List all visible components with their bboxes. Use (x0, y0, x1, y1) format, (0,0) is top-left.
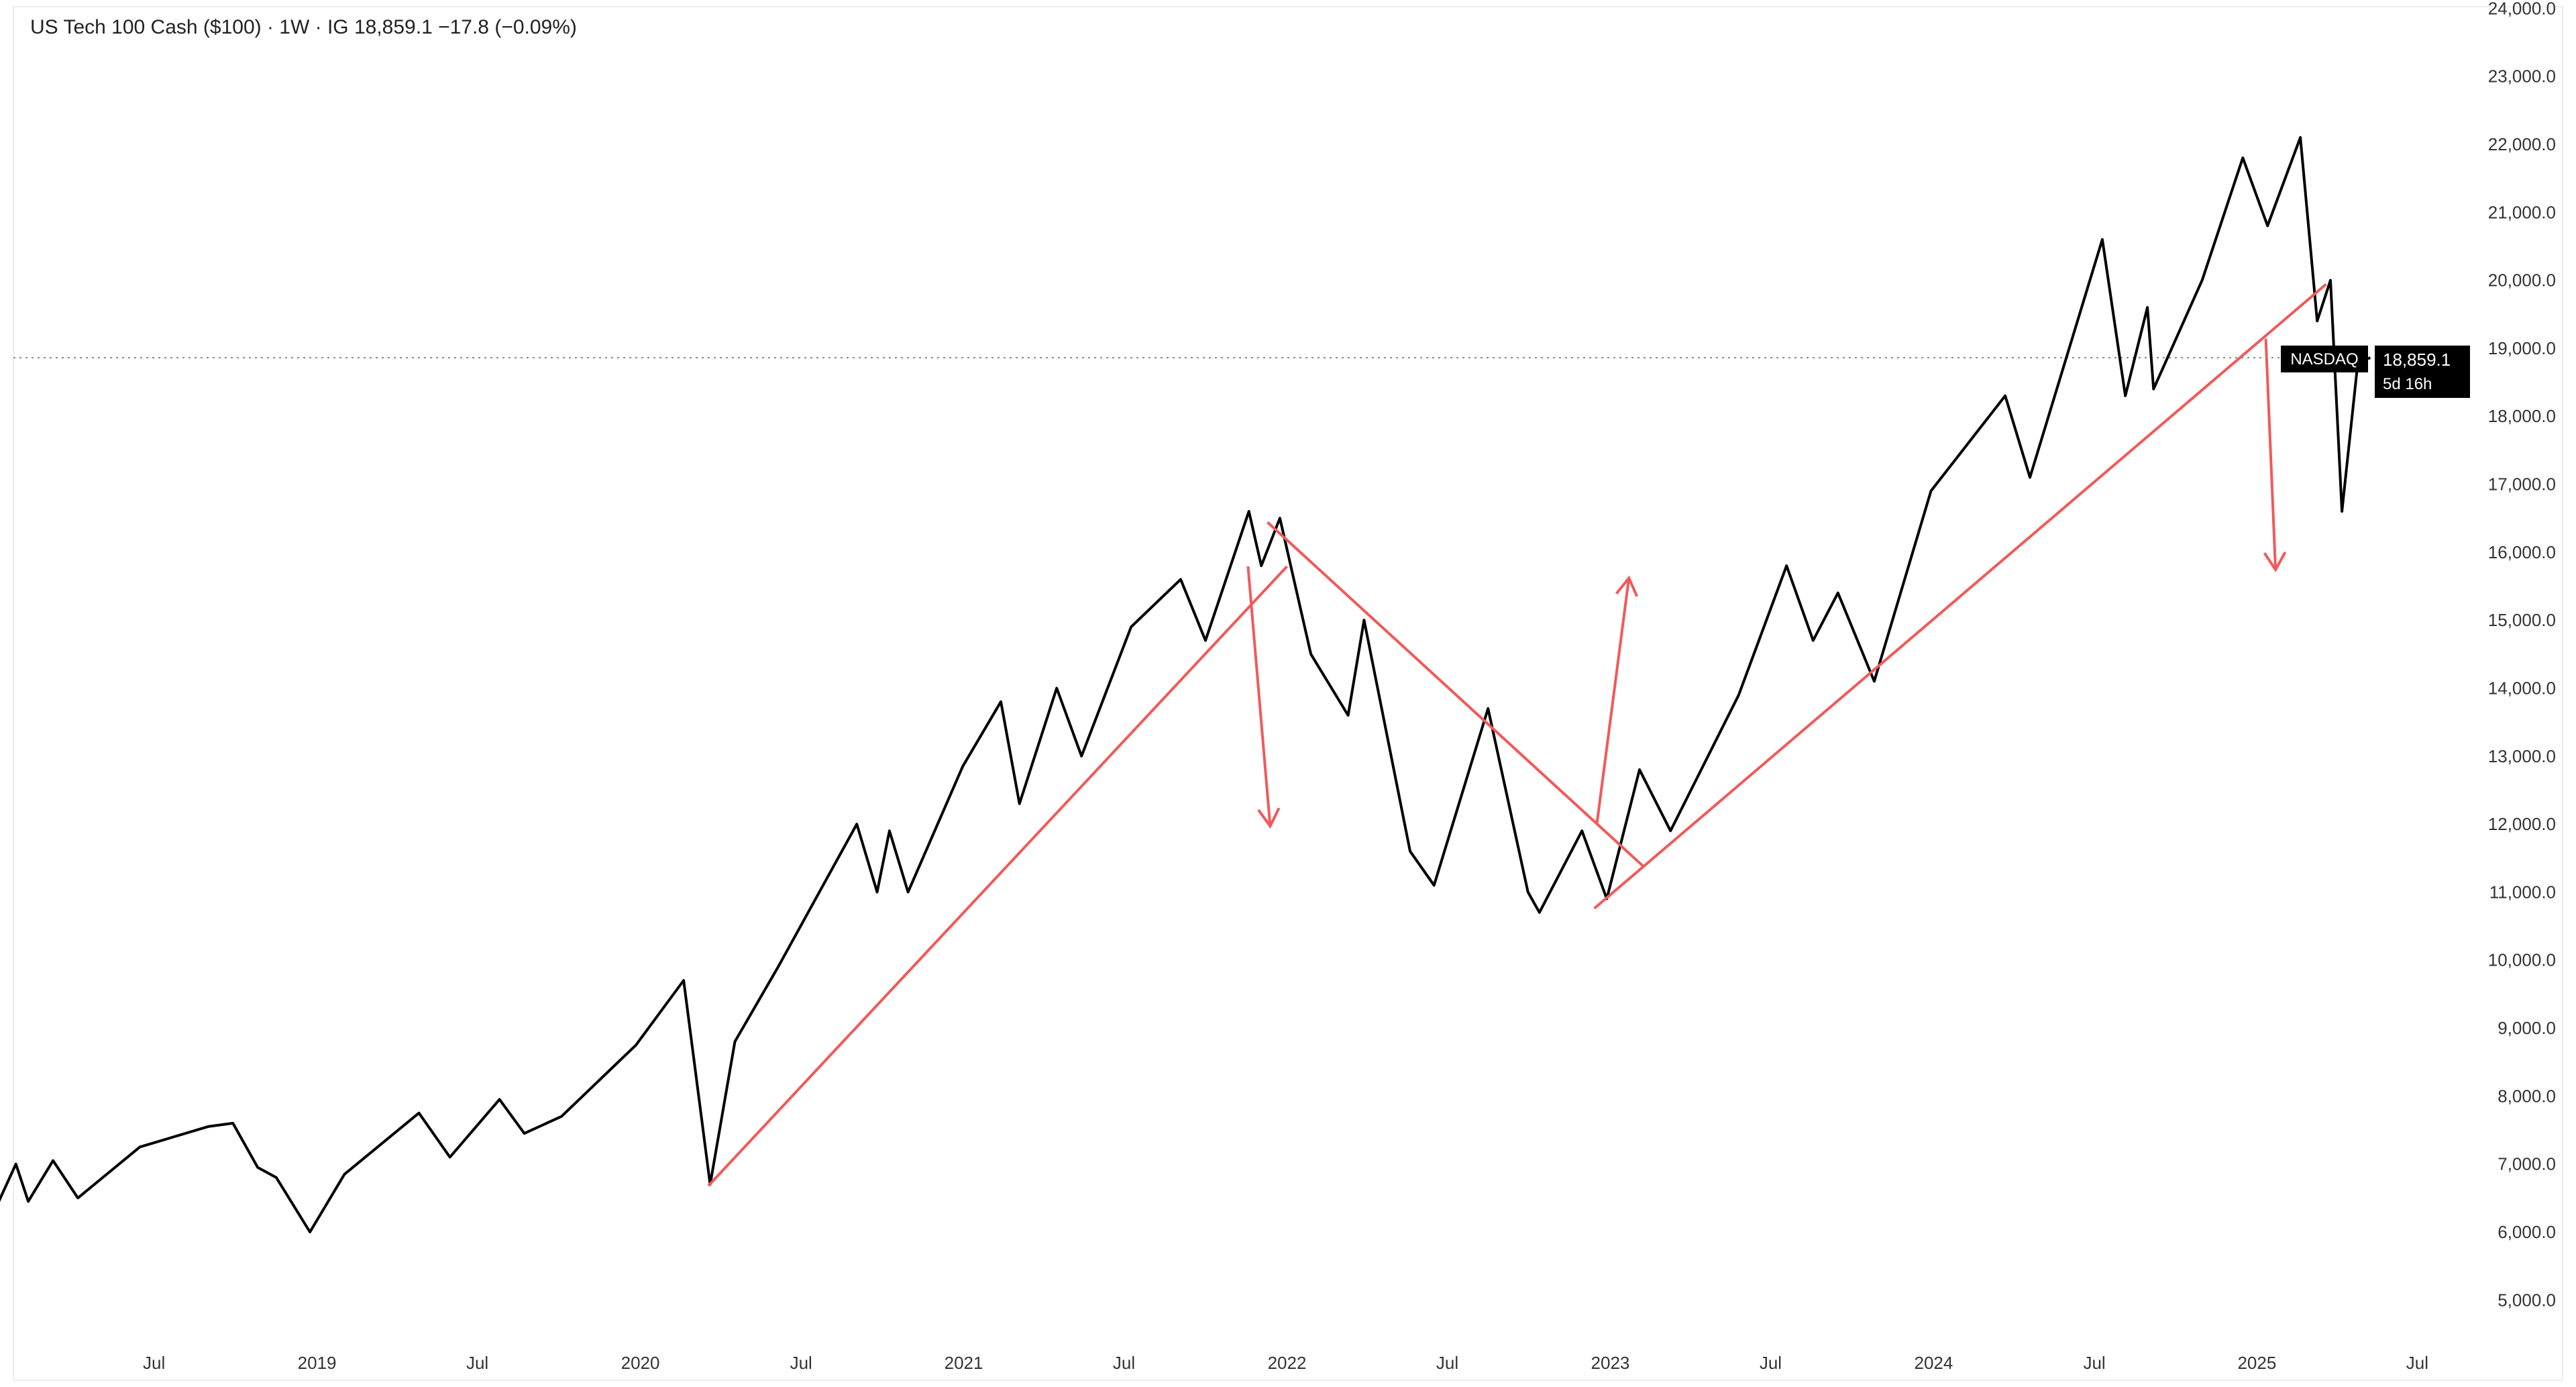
x-tick-label: Jul (2406, 1353, 2428, 1373)
x-axis: Jul 2019 Jul 2020 Jul 2021 Jul 2022 Jul 2023 Jul 20… (143, 1353, 2428, 1373)
arrow-line (2264, 338, 2277, 570)
x-tick-label: Jul (1436, 1353, 1458, 1373)
price-badge (2375, 346, 2470, 398)
x-tick-label: 2023 (1591, 1353, 1630, 1373)
x-tick-label: 2025 (2237, 1353, 2276, 1373)
y-tick-label: 14,000.0 (2488, 678, 2556, 698)
trendline (707, 565, 1288, 1187)
trendline (1267, 521, 1645, 868)
x-tick-label: 2021 (945, 1353, 983, 1373)
y-tick-label: 9,000.0 (2498, 1018, 2556, 1038)
y-tick-label: 18,000.0 (2488, 406, 2556, 426)
price-label: NASDAQ 18,859.1 5d 16h (2281, 346, 2470, 398)
arrow-head-icon (1257, 807, 1281, 829)
y-tick-label: 20,000.0 (2488, 270, 2556, 291)
y-tick-label: 5,000.0 (2498, 1290, 2556, 1310)
y-tick-label: 19,000.0 (2488, 338, 2556, 358)
x-tick-label: Jul (466, 1353, 488, 1373)
y-tick-label: 17,000.0 (2488, 474, 2556, 495)
x-tick-label: 2022 (1268, 1353, 1307, 1373)
arrow-line (1595, 578, 1631, 823)
y-tick-label: 16,000.0 (2488, 542, 2556, 562)
symbol-badge (2281, 346, 2368, 372)
arrow-line (1246, 566, 1272, 827)
y-tick-label: 6,000.0 (2498, 1222, 2556, 1242)
y-tick-label: 12,000.0 (2488, 814, 2556, 834)
y-tick-label: 21,000.0 (2488, 202, 2556, 222)
arrow-head-icon (2263, 551, 2287, 573)
x-tick-label: Jul (1113, 1353, 1135, 1373)
y-tick-label: 8,000.0 (2498, 1086, 2556, 1106)
y-tick-label: 11,000.0 (2489, 882, 2556, 902)
chart-title: US Tech 100 Cash ($100) · 1W · IG 18,859… (30, 16, 577, 38)
y-tick-label: 24,000.0 (2488, 0, 2556, 18)
trendline (1593, 283, 2327, 910)
annotations (707, 283, 2327, 1187)
y-axis[interactable]: 24,000.0 23,000.0 22,000.0 21,000.0 20,000.0… (2488, 0, 2556, 1310)
x-tick-label: 2024 (1914, 1353, 1953, 1373)
x-tick-label: 2020 (621, 1353, 660, 1373)
y-tick-label: 7,000.0 (2498, 1154, 2556, 1174)
price-series-line (0, 136, 2371, 1233)
arrow-head-icon (1615, 575, 1639, 597)
countdown-text: 5d 16h (2383, 375, 2432, 393)
y-tick-label: 15,000.0 (2488, 610, 2556, 630)
x-tick-label: Jul (2083, 1353, 2105, 1373)
y-tick-label: 23,000.0 (2488, 66, 2556, 87)
x-tick-label: Jul (790, 1353, 812, 1373)
x-tick-label: 2019 (298, 1353, 337, 1373)
y-tick-label: 22,000.0 (2488, 134, 2556, 154)
x-tick-label: Jul (143, 1353, 165, 1373)
y-tick-label: 13,000.0 (2488, 746, 2556, 766)
x-tick-label: Jul (1760, 1353, 1782, 1373)
chart-frame (13, 6, 2563, 1381)
y-tick-label: 10,000.0 (2488, 950, 2556, 970)
symbol-text: NASDAQ (2290, 350, 2358, 368)
price-text: 18,859.1 (2383, 350, 2451, 370)
